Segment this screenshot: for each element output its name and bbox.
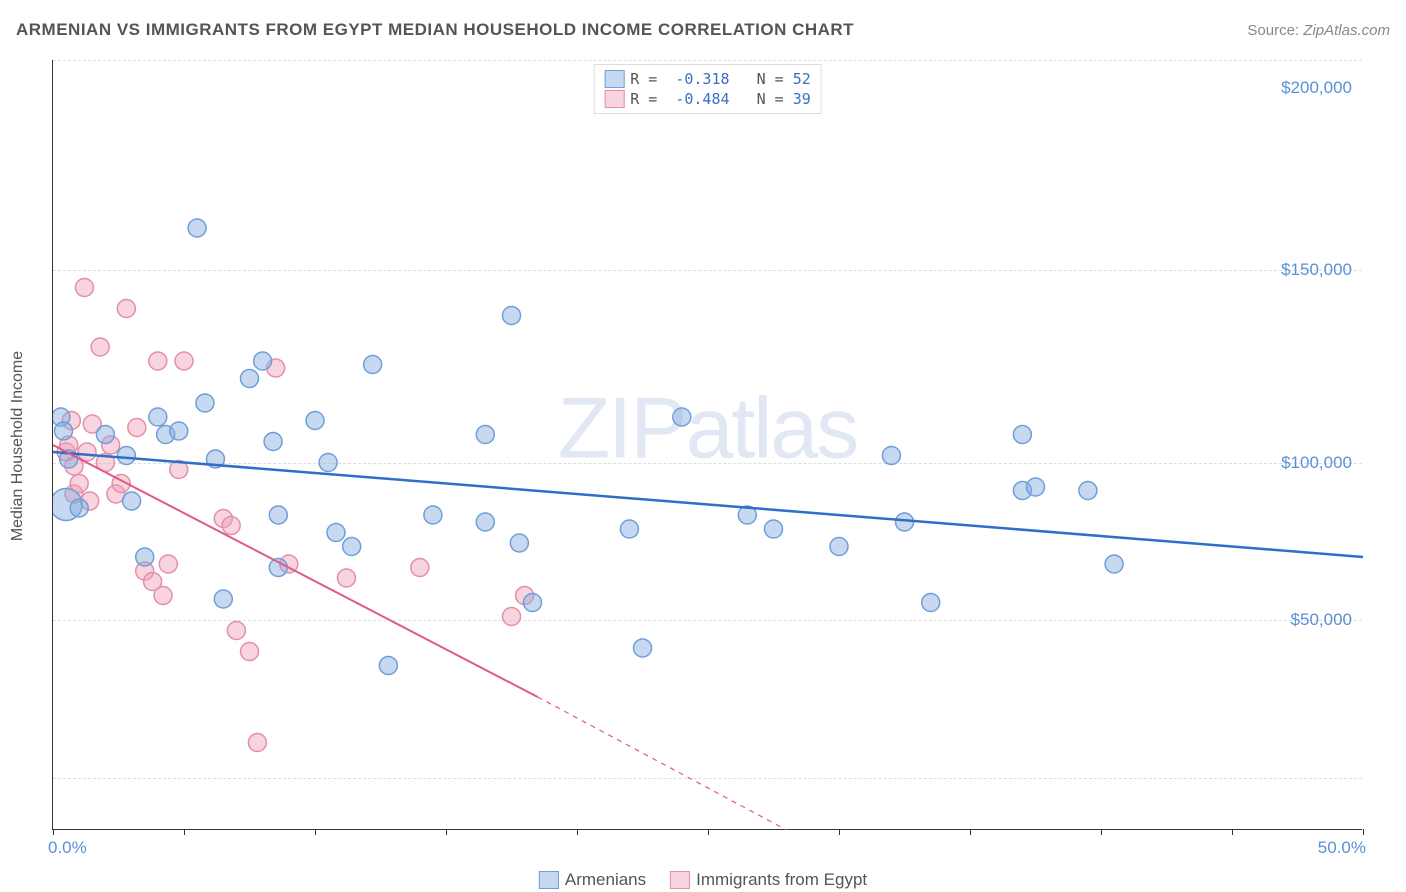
- series-a-swatch: [604, 70, 624, 88]
- x-axis-max-label: 50.0%: [1318, 838, 1366, 858]
- x-axis-min-label: 0.0%: [48, 838, 87, 858]
- y-axis-title: Median Household Income: [9, 351, 27, 541]
- series-b-name: Immigrants from Egypt: [696, 870, 867, 890]
- chart-title: ARMENIAN VS IMMIGRANTS FROM EGYPT MEDIAN…: [16, 20, 854, 40]
- source-attribution: Source: ZipAtlas.com: [1247, 22, 1390, 39]
- correlation-legend: R = -0.318 N = 52 R = -0.484 N = 39: [593, 64, 822, 114]
- series-a-swatch-bottom: [539, 871, 559, 889]
- series-legend: Armenians Immigrants from Egypt: [539, 870, 867, 890]
- series-a-name: Armenians: [565, 870, 646, 890]
- chart-area: ZIPatlas R = -0.318 N = 52 R = -0.484 N …: [52, 60, 1362, 830]
- scatter-plot: [53, 60, 1363, 830]
- series-b-swatch-bottom: [670, 871, 690, 889]
- series-b-swatch: [604, 90, 624, 108]
